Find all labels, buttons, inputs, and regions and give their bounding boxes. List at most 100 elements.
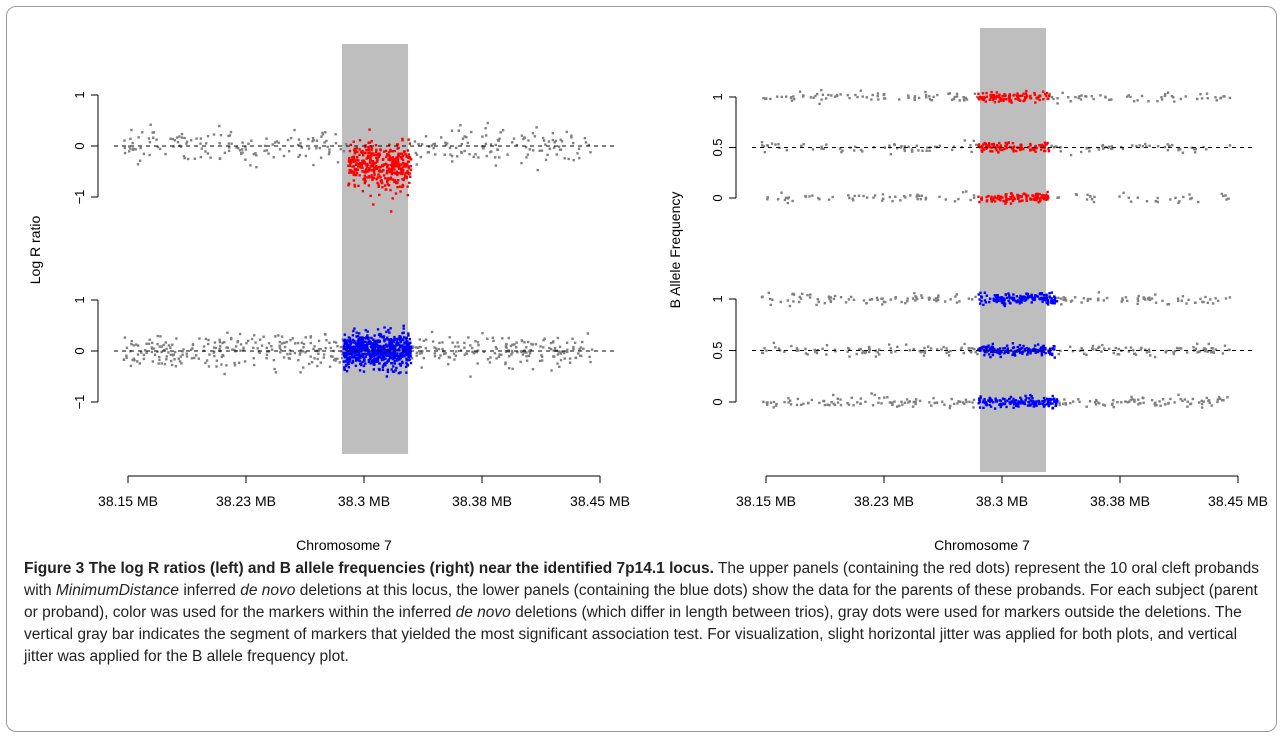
- data-point: [1033, 197, 1036, 200]
- data-point: [398, 349, 401, 352]
- data-point: [280, 335, 284, 338]
- data-point: [439, 354, 442, 357]
- data-point: [355, 146, 359, 150]
- data-point: [415, 346, 418, 349]
- data-point: [198, 337, 201, 340]
- data-point: [1105, 296, 1109, 300]
- data-point: [1044, 198, 1047, 201]
- data-point: [824, 97, 828, 100]
- data-point: [923, 346, 926, 350]
- data-point: [1153, 402, 1156, 406]
- data-point: [1011, 346, 1015, 350]
- data-point: [961, 401, 965, 404]
- data-point: [451, 160, 454, 163]
- data-point: [381, 365, 385, 369]
- data-point: [1137, 403, 1140, 406]
- data-point: [352, 165, 356, 168]
- data-point: [405, 336, 409, 340]
- data-point: [297, 138, 301, 141]
- data-point: [846, 350, 849, 353]
- data-point: [344, 360, 347, 363]
- data-point: [1214, 348, 1217, 351]
- data-point: [512, 137, 516, 140]
- data-point: [179, 355, 183, 358]
- data-point: [376, 176, 379, 179]
- data-point: [924, 90, 927, 94]
- data-point: [1010, 192, 1014, 195]
- data-point: [324, 347, 327, 350]
- data-point: [291, 337, 295, 340]
- data-point: [1007, 299, 1010, 302]
- data-point: [1007, 96, 1011, 100]
- data-point: [1104, 95, 1107, 98]
- data-point: [982, 406, 985, 410]
- data-point: [1016, 95, 1019, 99]
- data-point: [396, 179, 400, 182]
- data-point: [1194, 301, 1197, 305]
- data-point: [404, 365, 408, 369]
- data-point: [220, 355, 224, 359]
- data-point: [790, 99, 794, 102]
- data-point: [356, 341, 360, 344]
- data-point: [761, 295, 764, 298]
- data-point: [342, 149, 346, 153]
- data-point: [859, 347, 862, 351]
- data-point: [963, 139, 967, 142]
- data-point: [328, 341, 331, 345]
- data-point: [772, 341, 776, 345]
- data-point: [1016, 94, 1020, 98]
- data-point: [1114, 346, 1117, 350]
- data-point: [527, 139, 530, 142]
- data-point: [1204, 348, 1208, 351]
- data-point: [769, 401, 773, 404]
- data-point: [848, 348, 851, 351]
- data-point: [563, 351, 566, 355]
- data-point: [399, 337, 403, 340]
- data-point: [993, 294, 996, 297]
- data-point: [847, 403, 851, 406]
- data-point: [1120, 300, 1123, 303]
- data-point: [415, 351, 419, 354]
- data-point: [999, 99, 1003, 102]
- data-point: [489, 143, 493, 146]
- data-point: [213, 354, 216, 358]
- data-point: [407, 356, 410, 359]
- data-point: [357, 347, 360, 351]
- data-point: [406, 364, 410, 367]
- data-point: [1006, 399, 1009, 402]
- data-point: [1061, 91, 1064, 95]
- data-point: [255, 165, 258, 169]
- data-point: [1002, 200, 1005, 203]
- data-point: [560, 350, 563, 353]
- data-point: [551, 138, 555, 142]
- data-point: [1028, 296, 1031, 299]
- data-point: [347, 158, 351, 161]
- data-point: [377, 173, 380, 176]
- data-point: [300, 341, 304, 344]
- data-point: [381, 335, 384, 339]
- data-point: [411, 346, 414, 350]
- data-point: [1055, 400, 1059, 403]
- data-point: [977, 143, 981, 147]
- data-point: [1102, 299, 1105, 302]
- data-point: [1155, 404, 1158, 407]
- data-point: [403, 177, 406, 180]
- data-point: [403, 347, 406, 351]
- data-point: [297, 155, 300, 159]
- data-point: [378, 153, 382, 157]
- data-point: [363, 179, 367, 183]
- data-point: [379, 176, 382, 179]
- data-point: [355, 331, 358, 334]
- data-point: [816, 297, 819, 301]
- data-point: [832, 297, 836, 301]
- data-point: [407, 138, 410, 141]
- data-point: [131, 141, 134, 145]
- data-point: [418, 338, 421, 341]
- data-point: [354, 163, 358, 166]
- data-point: [766, 403, 769, 406]
- data-point: [137, 136, 140, 139]
- data-point: [776, 198, 780, 201]
- data-point: [525, 359, 529, 362]
- data-point: [509, 344, 513, 348]
- data-point: [122, 358, 126, 361]
